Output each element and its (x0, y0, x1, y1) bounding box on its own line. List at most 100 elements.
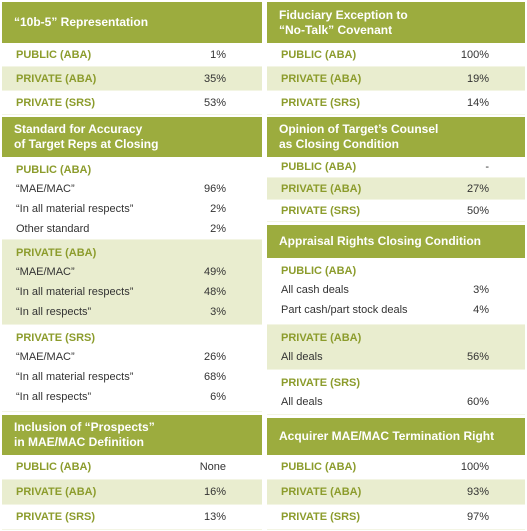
header-line: Appraisal Rights Closing Condition (279, 234, 481, 248)
group-row: “In all material respects” 48% (2, 282, 262, 302)
row: PUBLIC (ABA) 1% (2, 43, 262, 67)
row-value: 4% (473, 304, 489, 316)
section: “10b-5” Representation PUBLIC (ABA) 1% PRIV… (2, 2, 262, 115)
row-label: PRIVATE (ABA) (281, 486, 362, 498)
row-label: “In all respects” (16, 391, 92, 403)
section: Fiduciary Exception to “No-Talk” Covenant… (267, 2, 525, 115)
row-label: “In all material respects” (16, 203, 134, 215)
section-header: “10b-5” Representation (2, 2, 262, 43)
group-label: PRIVATE (SRS) (16, 332, 96, 344)
section-header: Acquirer MAE/MAC Termination Right (267, 418, 525, 455)
row-value: 100% (460, 461, 489, 473)
header-line: as Closing Condition (279, 137, 399, 151)
row-label: “In all respects” (16, 306, 92, 318)
header-line: Inclusion of “Prospects” (14, 420, 155, 434)
section: Opinion of Target’s Counsel as Closing Co… (267, 117, 525, 222)
section: Acquirer MAE/MAC Termination Right PUBLIC… (267, 418, 525, 530)
group-row: All deals 60% (267, 392, 525, 412)
group-row: “MAE/MAC” 26% (2, 347, 262, 367)
row: PRIVATE (ABA) 35% (2, 67, 262, 91)
row-label: PRIVATE (SRS) (281, 96, 361, 109)
group-row: “In all material respects” 2% (2, 199, 262, 219)
group-row: “MAE/MAC” 96% (2, 179, 262, 199)
group-row: Part cash/part stock deals 4% (267, 300, 525, 320)
section-header: Standard for Accuracy of Target Reps at C… (2, 117, 262, 157)
row-value: 96% (203, 183, 226, 195)
header-line: Fiduciary Exception to (279, 7, 408, 22)
header-line: Opinion of Target’s Counsel (279, 122, 439, 136)
group-row: Other standard 2% (2, 219, 262, 239)
header-line: Acquirer MAE/MAC Termination Right (279, 429, 495, 443)
row-value: 19% (466, 72, 489, 85)
section-header: Inclusion of “Prospects” in MAE/MAC Defin… (2, 415, 262, 455)
row-label: All deals (281, 396, 323, 408)
row-label: PRIVATE (SRS) (16, 511, 96, 523)
row-value: 100% (460, 48, 489, 61)
row: PUBLIC (ABA) 100% (267, 43, 525, 67)
group: PRIVATE (SRS) All deals 60% (267, 370, 525, 415)
section-header: Fiduciary Exception to “No-Talk” Covenant (267, 2, 525, 43)
group-row: “MAE/MAC” 49% (2, 262, 262, 282)
row-value: 48% (203, 286, 226, 298)
row-value: 27% (466, 182, 489, 195)
group-label: PRIVATE (SRS) (281, 377, 361, 389)
row-label: Part cash/part stock deals (281, 304, 408, 316)
section-header: Opinion of Target’s Counsel as Closing Co… (267, 117, 525, 157)
row: PRIVATE (ABA) 16% (2, 480, 262, 505)
row-value: 2% (210, 203, 226, 215)
row-value: 2% (210, 223, 226, 235)
row: PRIVATE (ABA) 27% (267, 178, 525, 200)
header-line: “No-Talk” Covenant (279, 22, 393, 37)
row: PRIVATE (SRS) 13% (2, 505, 262, 530)
row: PRIVATE (SRS) 14% (267, 91, 525, 115)
header-line: Standard for Accuracy (14, 122, 143, 136)
row-value: 68% (203, 371, 226, 383)
group-row: All cash deals 3% (267, 280, 525, 300)
group-label: PUBLIC (ABA) (281, 265, 357, 277)
row-value: 60% (466, 396, 489, 408)
row-value: 56% (466, 351, 489, 363)
header-line: “10b-5” Representation (14, 15, 149, 29)
row-label: “MAE/MAC” (16, 266, 75, 278)
group-row: “In all material respects” 68% (2, 367, 262, 387)
row-value: 49% (203, 266, 226, 278)
group-label: PRIVATE (ABA) (281, 332, 362, 344)
row-label: “MAE/MAC” (16, 351, 75, 363)
group-label: PRIVATE (ABA) (16, 247, 97, 259)
row-label: PUBLIC (ABA) (16, 461, 92, 473)
row-label: PRIVATE (SRS) (16, 96, 96, 109)
column: Fiduciary Exception to “No-Talk” Covenant… (267, 2, 525, 530)
row: PUBLIC (ABA) 100% (267, 455, 525, 480)
row-label: PRIVATE (ABA) (281, 72, 362, 85)
row: PUBLIC (ABA) - (267, 157, 525, 178)
row-label: All cash deals (281, 284, 349, 296)
row-value: 50% (466, 204, 489, 217)
group: PRIVATE (ABA) All deals 56% (267, 325, 525, 370)
row-value: 13% (203, 511, 226, 523)
row-label: PUBLIC (ABA) (281, 161, 357, 173)
row-label: “MAE/MAC” (16, 183, 75, 195)
row-value: 16% (203, 486, 226, 498)
row-value: 93% (466, 486, 489, 498)
row-value: 97% (466, 511, 489, 523)
row-value: 14% (466, 96, 489, 109)
row: PRIVATE (ABA) 93% (267, 480, 525, 505)
row-value: None (199, 461, 226, 473)
row-label: PRIVATE (ABA) (16, 72, 97, 85)
row-label: PRIVATE (ABA) (16, 486, 97, 498)
row: PRIVATE (SRS) 50% (267, 200, 525, 222)
group-row: “In all respects” 3% (2, 302, 262, 322)
header-line: in MAE/MAC Definition (14, 435, 144, 449)
group: PRIVATE (SRS) “MAE/MAC” 26% “In all materia… (2, 325, 262, 412)
row-value: 1% (210, 48, 226, 61)
section: Inclusion of “Prospects” in MAE/MAC Defin… (2, 415, 262, 530)
group: PUBLIC (ABA) “MAE/MAC” 96% “In all material… (2, 157, 262, 240)
row-label: All deals (281, 351, 323, 363)
row-label: PRIVATE (ABA) (281, 182, 362, 195)
group-row: All deals 56% (267, 347, 525, 367)
row-label: “In all material respects” (16, 286, 134, 298)
row-label: “In all material respects” (16, 371, 134, 383)
group: PUBLIC (ABA) All cash deals 3% Part cash/pa… (267, 258, 525, 325)
row-label: PUBLIC (ABA) (281, 48, 357, 61)
